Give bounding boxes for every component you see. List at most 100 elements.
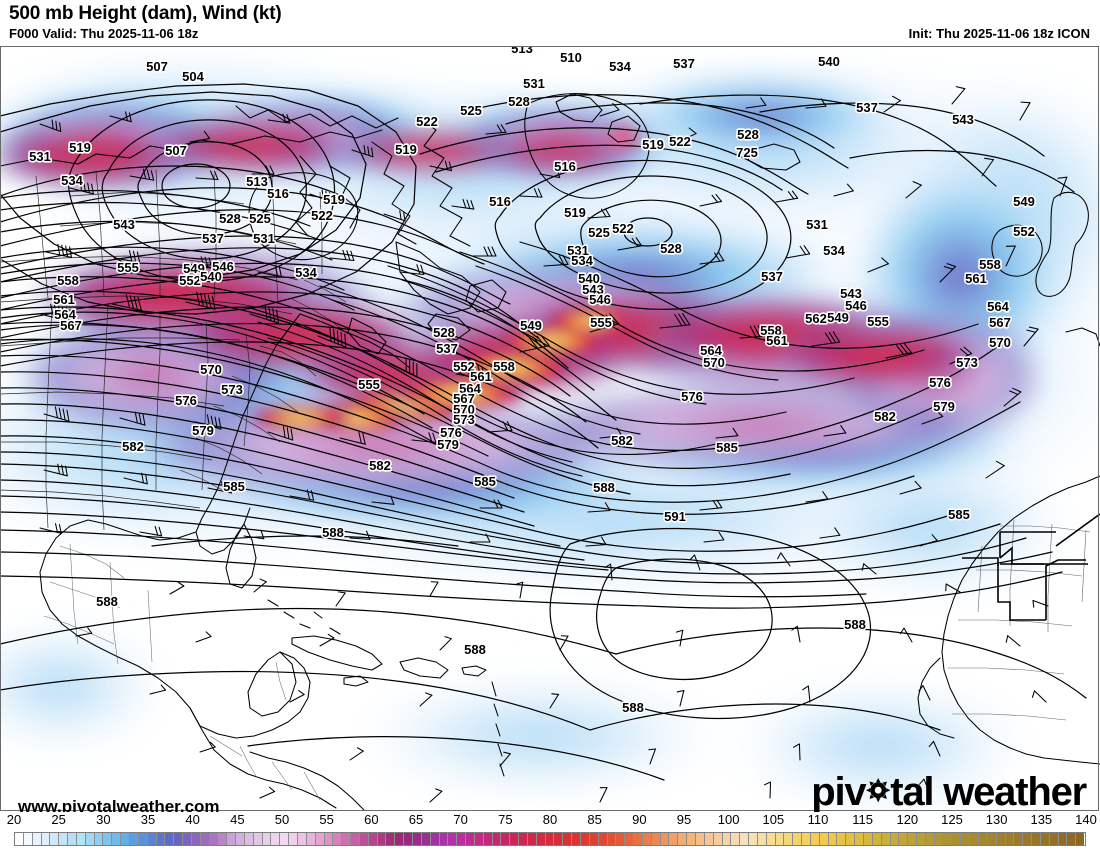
colorbar-swatch bbox=[253, 833, 263, 845]
contour-label-halo: 558 bbox=[57, 273, 79, 288]
contour-label-halo: 543 bbox=[582, 282, 604, 297]
contour-label-halo: 555 bbox=[117, 260, 139, 275]
colorbar-swatch bbox=[448, 833, 458, 845]
colorbar-swatch bbox=[766, 833, 776, 845]
contour-label: 725 bbox=[736, 145, 758, 160]
contour-label-halo: 525 bbox=[249, 211, 271, 226]
contour-label-halo: 549 bbox=[183, 261, 205, 276]
colorbar-swatch bbox=[129, 833, 139, 845]
colorbar-tick: 115 bbox=[852, 812, 874, 827]
contour-label: 555 bbox=[867, 314, 889, 329]
contour-label-halo: 534 bbox=[571, 253, 593, 268]
colorbar-swatch bbox=[68, 833, 77, 845]
contour-label: 540 bbox=[578, 271, 600, 286]
map-canvas[interactable]: 513 513 510 510 507 507 504 504 534 534 537 537 540 5… bbox=[0, 46, 1100, 812]
colorbar-swatch bbox=[598, 833, 608, 845]
init-time-label: Init: Thu 2025-11-06 18z ICON bbox=[908, 26, 1090, 41]
colorbar-swatch bbox=[298, 833, 307, 845]
contour-label-halo: 519 bbox=[564, 205, 586, 220]
colorbar-swatch bbox=[430, 833, 440, 845]
colorbar-swatch bbox=[651, 833, 661, 845]
contour-label-halo: 588 bbox=[593, 480, 615, 495]
colorbar-swatch bbox=[749, 833, 758, 845]
colorbar-tick: 135 bbox=[1030, 812, 1053, 827]
colorbar-tick: 95 bbox=[676, 812, 692, 827]
contour-label-halo: 567 bbox=[453, 391, 475, 406]
contour-label: 567 bbox=[989, 315, 1011, 330]
contour-label: 573 bbox=[956, 355, 978, 370]
contour-label-halo: 516 bbox=[489, 194, 511, 209]
contour-label: 522 bbox=[416, 114, 438, 129]
contour-label: 534 bbox=[295, 265, 317, 280]
contour-label-halo: 522 bbox=[416, 114, 438, 129]
contour-label: 519 bbox=[642, 137, 664, 152]
contour-label-halo: 588 bbox=[322, 525, 344, 540]
contour-label: 558 bbox=[493, 359, 515, 374]
contour-label-halo: 564 bbox=[459, 381, 481, 396]
colorbar-swatch bbox=[377, 833, 387, 845]
colorbar-swatch bbox=[970, 833, 979, 845]
colorbar-swatch bbox=[1040, 833, 1050, 845]
colorbar-swatch bbox=[810, 833, 820, 845]
contour-label: 522 bbox=[612, 221, 634, 236]
contour-label: 567 bbox=[60, 318, 82, 333]
contour-label-halo: 561 bbox=[470, 369, 492, 384]
colorbar-swatch bbox=[227, 833, 237, 845]
contour-label: 579 bbox=[437, 437, 459, 452]
colorbar-swatch bbox=[607, 833, 617, 845]
colorbar-swatch bbox=[722, 833, 732, 845]
contour-label: 516 bbox=[554, 159, 576, 174]
colorbar-swatch bbox=[368, 833, 378, 845]
colorbar-tick: 40 bbox=[185, 812, 200, 827]
contour-label-halo: 504 bbox=[182, 69, 204, 84]
colorbar-tick: 20 bbox=[6, 812, 22, 827]
contour-label: 534 bbox=[61, 173, 83, 188]
colorbar-tick: 85 bbox=[587, 812, 602, 827]
contour-label: 534 bbox=[609, 59, 631, 74]
contour-label-halo: 579 bbox=[437, 437, 459, 452]
contour-label: 591 bbox=[664, 509, 686, 524]
contour-label: 564 bbox=[987, 299, 1009, 314]
colorbar-swatch bbox=[793, 833, 803, 845]
contour-label-halo: 576 bbox=[440, 425, 462, 440]
colorbar-swatch bbox=[846, 833, 856, 845]
colorbar-swatch bbox=[934, 833, 944, 845]
colorbar-swatch bbox=[1023, 833, 1033, 845]
contour-label: 546 bbox=[212, 259, 234, 274]
colorbar-swatch bbox=[492, 833, 502, 845]
contour-label-halo: 585 bbox=[716, 440, 738, 455]
contour-label-halo: 585 bbox=[474, 474, 496, 489]
colorbar-swatch bbox=[412, 833, 422, 845]
colorbar-swatch bbox=[466, 833, 475, 845]
colorbar-tick: 50 bbox=[274, 812, 290, 827]
contour-label-halo: 513 bbox=[246, 174, 268, 189]
colorbar-tick: 75 bbox=[498, 812, 513, 827]
contour-label: 528 bbox=[508, 94, 530, 109]
colorbar-swatch bbox=[59, 833, 69, 845]
contour-label: 522 bbox=[311, 208, 333, 223]
contour-label-halo: 582 bbox=[369, 458, 391, 473]
contour-label-halo: 522 bbox=[612, 221, 634, 236]
colorbar-tick: 65 bbox=[408, 812, 424, 827]
contour-label-halo: 573 bbox=[453, 412, 475, 427]
colorbar-swatch bbox=[563, 833, 573, 845]
colorbar-swatch bbox=[262, 833, 272, 845]
contour-label-halo: 528 bbox=[219, 211, 241, 226]
contour-label-halo: 531 bbox=[29, 149, 51, 164]
contour-label: 558 bbox=[979, 257, 1001, 272]
contour-label-halo: 534 bbox=[823, 243, 845, 258]
colorbar-swatch bbox=[625, 833, 635, 845]
contour-label-halo: 531 bbox=[523, 76, 545, 91]
contour-label: 504 bbox=[182, 69, 204, 84]
contour-label: 570 bbox=[453, 402, 475, 417]
contour-label-halo: 519 bbox=[395, 142, 417, 157]
contour-label-halo: 525 bbox=[460, 103, 482, 118]
contour-label-halo: 562 bbox=[805, 311, 827, 326]
colorbar-swatch bbox=[244, 833, 254, 845]
contour-label-halo: 567 bbox=[60, 318, 82, 333]
colorbar-swatch bbox=[439, 833, 449, 845]
colorbar-swatch bbox=[200, 833, 210, 845]
colorbar-tick: 45 bbox=[230, 812, 245, 827]
colorbar-swatch bbox=[1005, 833, 1015, 845]
